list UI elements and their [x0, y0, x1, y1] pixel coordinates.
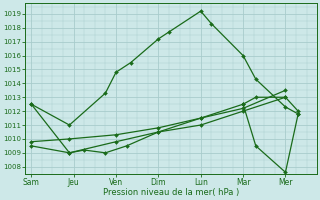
X-axis label: Pression niveau de la mer( hPa ): Pression niveau de la mer( hPa ) — [103, 188, 239, 197]
